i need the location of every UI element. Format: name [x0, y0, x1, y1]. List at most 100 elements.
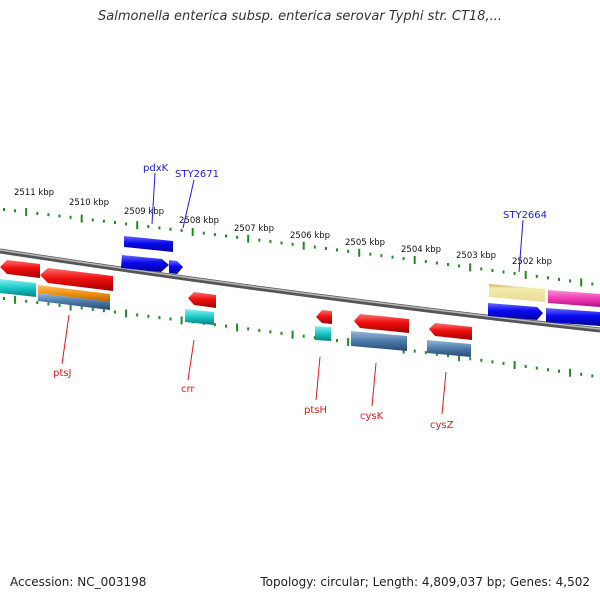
scale-minor-tick: [435, 261, 438, 265]
gene-cysK[interactable]: [354, 314, 409, 333]
scale-minor-tick: [280, 241, 283, 245]
scale-major-tick: [80, 214, 83, 223]
callout-line: [187, 339, 195, 381]
gene-crr-rna[interactable]: [185, 309, 214, 325]
scale-label: 2509 kbp: [124, 207, 164, 217]
scale-minor-tick: [491, 268, 494, 272]
gene-khaki-pseudogene[interactable]: [489, 284, 545, 302]
scale-minor-tick: [258, 238, 261, 242]
callout-line: [315, 356, 321, 401]
gene-label-ptsJ: ptsJ: [53, 368, 71, 379]
scale-minor-tick: [480, 358, 483, 362]
scale-minor-tick: [258, 328, 261, 332]
scale-major-tick: [524, 270, 527, 279]
scale-minor-tick: [424, 260, 427, 263]
scale-label: 2511 kbp: [14, 188, 54, 198]
callout-line: [371, 362, 377, 407]
scale-minor-tick: [391, 255, 394, 259]
scale-minor-tick: [213, 323, 216, 327]
gene-STY2671[interactable]: [121, 255, 169, 272]
gene-magenta-rna[interactable]: [548, 290, 600, 307]
scale-major-tick: [236, 323, 239, 332]
scale-minor-tick: [269, 240, 272, 243]
scale-label: 2510 kbp: [69, 198, 109, 208]
scale-minor-tick: [447, 263, 449, 266]
scale-minor-tick: [102, 219, 105, 223]
scale-minor-tick: [591, 282, 594, 286]
scale-minor-tick: [546, 368, 549, 372]
gene-pdxK[interactable]: [124, 236, 173, 252]
gene-label-STY2664: STY2664: [503, 210, 547, 221]
scale-minor-tick: [546, 276, 549, 280]
gene-cysZ[interactable]: [429, 323, 472, 340]
gene-reverse-edge[interactable]: [0, 260, 40, 278]
scale-label: 2502 kbp: [512, 257, 552, 267]
gene-ptsH-rna[interactable]: [315, 326, 331, 341]
gene-cysK-rna[interactable]: [351, 331, 407, 351]
gene-label-crr: crr: [181, 384, 195, 395]
gene-ptsJ-rna[interactable]: [38, 293, 110, 310]
scale-minor-tick: [169, 317, 172, 321]
scale-major-tick: [291, 330, 294, 339]
scale-minor-tick: [136, 313, 139, 317]
scale-minor-tick: [147, 314, 150, 318]
gene-forward-small[interactable]: [169, 260, 183, 274]
callout-line: [151, 172, 156, 225]
scale-minor-tick: [147, 225, 150, 228]
gene-cysZ-rna[interactable]: [427, 340, 471, 357]
scale-major-tick: [136, 221, 139, 230]
gene-label-cysZ: cysZ: [430, 420, 454, 431]
scale-minor-tick: [413, 349, 416, 353]
scale-label: 2507 kbp: [234, 224, 274, 234]
scale-minor-tick: [313, 245, 316, 249]
scale-minor-tick: [591, 374, 594, 378]
scale-label: 2503 kbp: [456, 251, 496, 261]
scale-minor-tick: [247, 327, 250, 331]
gene-crr[interactable]: [188, 292, 216, 308]
scale-minor-tick: [236, 235, 239, 239]
accession-text: Accession: NC_003198: [10, 575, 147, 589]
gene-forward-edge[interactable]: [546, 308, 600, 326]
scale-minor-tick: [114, 221, 116, 224]
scale-minor-tick: [469, 357, 472, 361]
scale-major-tick: [358, 248, 361, 257]
scale-labels: 2511 kbp 2510 kbp 2509 kbp 2508 kbp 2507…: [14, 188, 552, 267]
reverse-gene-labels: ptsJ crr ptsH cysK cysZ: [53, 314, 454, 431]
scale-minor-tick: [291, 242, 294, 246]
scale-minor-tick: [558, 369, 560, 373]
reverse-strand-genes: [0, 260, 472, 357]
scale-major-tick: [347, 338, 350, 347]
gene-cyan-left[interactable]: [0, 279, 36, 297]
scale-major-tick: [25, 208, 28, 217]
scale-minor-tick: [369, 252, 372, 256]
scale-minor-tick: [125, 222, 128, 226]
scale-label: 2508 kbp: [179, 216, 219, 226]
genome-backbone: [0, 248, 600, 333]
callout-line: [518, 219, 524, 273]
forward-strand-genes: [121, 236, 600, 326]
gene-STY2664[interactable]: [488, 303, 543, 320]
scale-minor-tick: [36, 211, 39, 215]
scale-ticks-outer: [3, 208, 594, 287]
scale-minor-tick: [80, 306, 83, 310]
gene-label-ptsH: ptsH: [304, 405, 327, 416]
scale-minor-tick: [524, 365, 527, 368]
scale-label: 2505 kbp: [345, 238, 385, 248]
scale-major-tick: [180, 316, 183, 325]
scale-minor-tick: [36, 301, 39, 305]
scale-major-tick: [580, 278, 583, 287]
scale-major-tick: [458, 353, 461, 362]
scale-minor-tick: [180, 229, 183, 232]
gene-ptsI[interactable]: [40, 268, 113, 291]
scale-major-tick: [125, 309, 128, 318]
gene-ptsJ[interactable]: [38, 285, 110, 302]
scale-minor-tick: [169, 227, 172, 231]
callout-line: [182, 179, 195, 229]
scale-minor-tick: [380, 254, 383, 258]
scale-minor-tick: [580, 372, 583, 376]
gene-ptsH[interactable]: [316, 310, 332, 324]
scale-minor-tick: [324, 247, 327, 250]
scale-minor-tick: [424, 351, 427, 355]
scale-minor-tick: [302, 334, 305, 338]
